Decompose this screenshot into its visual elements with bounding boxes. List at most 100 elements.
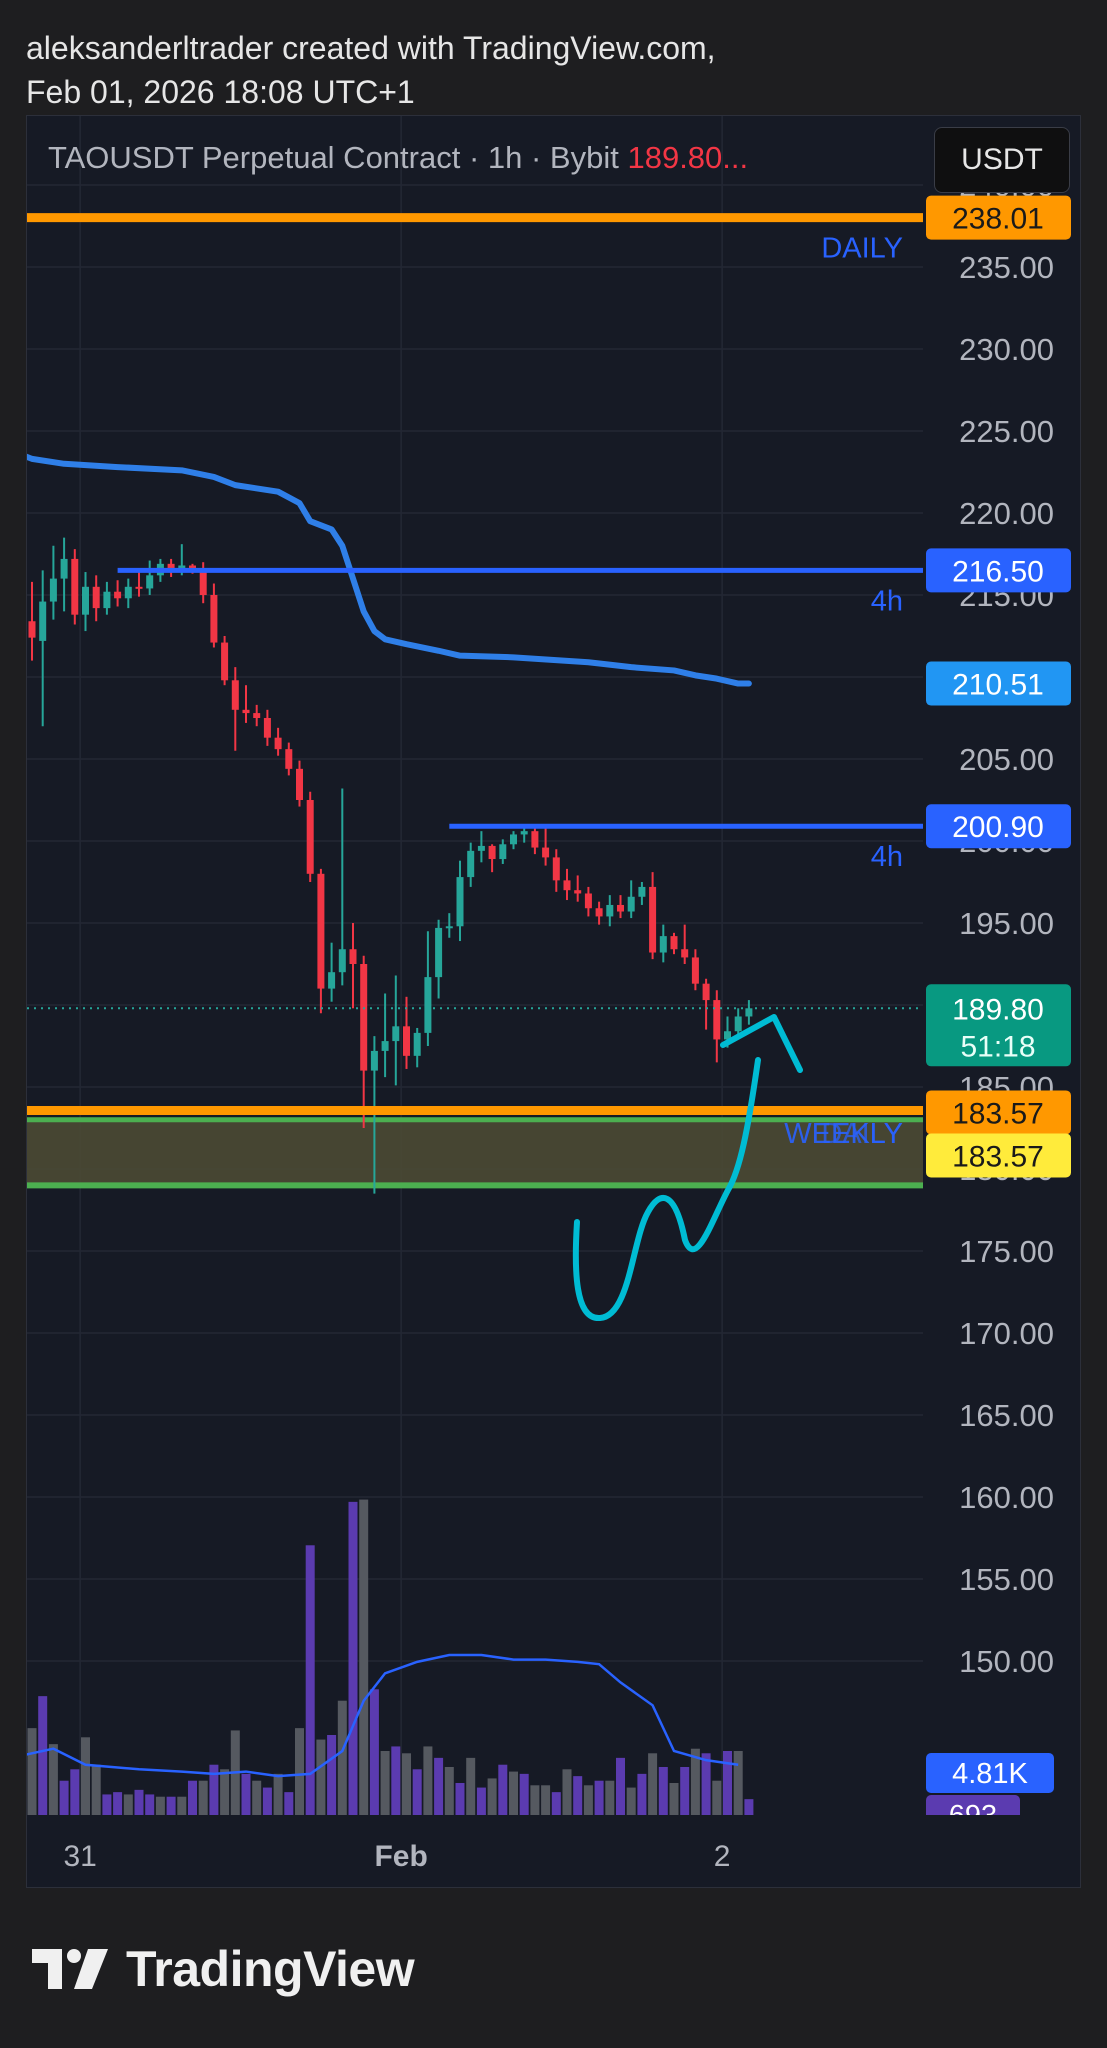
- candle-body: [606, 904, 614, 917]
- volume-bar: [605, 1780, 615, 1815]
- volume-bar: [262, 1787, 272, 1815]
- candle-body: [424, 977, 432, 1033]
- attribution-author: aleksanderltrader created with TradingVi…: [26, 30, 716, 66]
- price-tag-4h-low-bg: [926, 804, 1071, 849]
- candle-body: [649, 886, 657, 953]
- volume-bar: [701, 1753, 711, 1815]
- candle-body: [263, 718, 271, 738]
- volume-bar: [744, 1799, 754, 1815]
- candle-body: [381, 1041, 389, 1051]
- y-tick-label: 160.00: [959, 1480, 1054, 1515]
- candle-body: [681, 949, 689, 958]
- candle-body: [542, 847, 550, 858]
- volume-bar: [145, 1794, 155, 1815]
- volume-bar: [305, 1545, 315, 1815]
- candle-body: [563, 880, 571, 891]
- price-tag-daily-low-bg: [926, 1090, 1071, 1135]
- volume-bar: [134, 1789, 144, 1815]
- y-tick-label: 170.00: [959, 1316, 1054, 1351]
- candle-body: [488, 845, 496, 860]
- price-chart[interactable]: 240.00235.00230.00225.00220.00215.00210.…: [0, 0, 1107, 1900]
- chart-frame[interactable]: [26, 115, 1081, 1888]
- projection-path: [572, 1057, 761, 1321]
- y-tick-label: 205.00: [959, 742, 1054, 777]
- volume-bar: [573, 1776, 583, 1815]
- candle-body: [403, 1026, 410, 1056]
- volume-sub-tag-bg: [926, 1795, 1020, 1815]
- candle-body: [617, 904, 624, 912]
- candle-body: [456, 877, 464, 927]
- volume-bar: [466, 1757, 476, 1815]
- candle-body: [552, 857, 560, 881]
- volume-bar: [123, 1794, 133, 1815]
- candle-body: [499, 844, 507, 860]
- currency-button[interactable]: USDT: [934, 127, 1070, 193]
- volume-bar: [423, 1746, 433, 1815]
- projection-arrowhead: [720, 1014, 803, 1073]
- volume-bar: [690, 1748, 700, 1815]
- y-tick-label: 220.00: [959, 496, 1054, 531]
- price-tag-weekly-bg: [926, 1133, 1071, 1178]
- volume-bar: [273, 1773, 283, 1815]
- candle-body: [638, 886, 646, 897]
- last-price-tag: 189.80: [952, 993, 1044, 1026]
- tradingview-logo-icon: [32, 1949, 108, 1989]
- candle-body: [338, 949, 346, 973]
- volume-bar: [166, 1796, 176, 1815]
- volume-bar: [541, 1785, 551, 1815]
- candle-body: [82, 586, 89, 615]
- price-tag-daily: 238.01: [952, 203, 1044, 236]
- volume-bar: [177, 1796, 187, 1815]
- candle-body: [702, 983, 710, 1001]
- volume-bar: [712, 1780, 722, 1815]
- volume-bar: [487, 1778, 497, 1815]
- candle-body: [435, 927, 443, 978]
- candle-body: [713, 1000, 721, 1040]
- candle-body: [574, 890, 582, 894]
- candle-body: [510, 834, 517, 845]
- volume-bar: [626, 1787, 636, 1815]
- volume-bar: [669, 1783, 679, 1815]
- volume-bar: [316, 1739, 326, 1815]
- candle-body: [71, 558, 79, 615]
- vwap-line: [27, 453, 752, 687]
- level-tag-4h: 4h: [871, 841, 903, 873]
- volume-bar: [27, 1728, 37, 1815]
- volume-bar: [102, 1794, 112, 1815]
- volume-bar: [412, 1769, 422, 1815]
- candle-body: [520, 831, 528, 835]
- candle-body: [360, 964, 368, 1071]
- zone-tag-daily: DAILY: [821, 1118, 903, 1150]
- volume-bar: [220, 1769, 230, 1815]
- volume-bar: [48, 1744, 58, 1815]
- volume-bar: [337, 1700, 347, 1815]
- price-tag-vwap-bg: [926, 661, 1071, 706]
- candle-body: [745, 1008, 753, 1017]
- y-tick-label: 175.00: [959, 1234, 1054, 1269]
- candle-body: [92, 586, 100, 609]
- volume-sub-tag: 693: [926, 1795, 1020, 1815]
- volume-bar: [444, 1767, 454, 1815]
- symbol-header[interactable]: TAOUSDT Perpetual Contract · 1h · Bybit …: [48, 140, 748, 176]
- candle-body: [39, 601, 47, 641]
- weekly-zone: [27, 1119, 923, 1186]
- bar-countdown: 51:18: [960, 1030, 1035, 1063]
- volume-bar: [519, 1773, 529, 1815]
- volume-tag-bg: [926, 1753, 1054, 1793]
- zone-tag-weekly: WEEKLY: [784, 1118, 903, 1150]
- y-tick-label: 235.00: [959, 250, 1054, 285]
- volume-bar: [70, 1769, 80, 1815]
- tradingview-logo[interactable]: TradingView: [30, 1940, 415, 1998]
- volume-bar: [369, 1689, 379, 1815]
- volume-bar: [637, 1773, 647, 1815]
- volume-bar: [616, 1757, 625, 1815]
- candle-body: [349, 949, 357, 964]
- candle-body: [734, 1016, 742, 1032]
- candle-body: [199, 568, 207, 595]
- volume-bar: [434, 1757, 444, 1815]
- price-tag-vwap: 210.51: [952, 669, 1044, 702]
- volume-bar: [380, 1751, 390, 1815]
- y-tick-label: 155.00: [959, 1562, 1054, 1597]
- candle-body: [670, 936, 678, 950]
- y-tick-label: 230.00: [959, 332, 1054, 367]
